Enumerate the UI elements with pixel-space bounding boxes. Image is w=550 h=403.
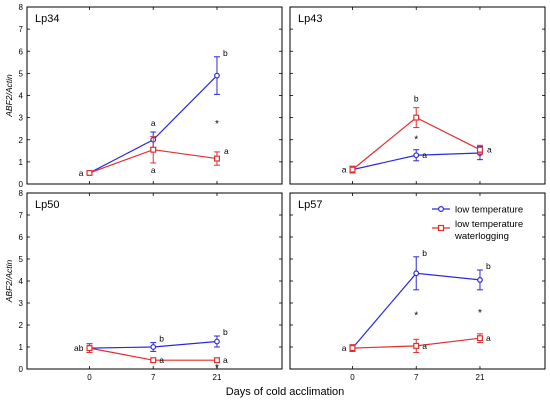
series-low-temperature-waterlogging: aa	[86, 135, 229, 176]
x-tick-label: 7	[151, 373, 156, 382]
data-point	[150, 146, 157, 153]
y-tick-label: 8	[19, 3, 24, 12]
panel-frame	[26, 6, 283, 185]
significance-letter: ab	[74, 343, 84, 353]
significance-letter: a	[342, 165, 347, 175]
legend-marker-low-temperature	[438, 206, 445, 213]
series-low-temperature: a	[349, 145, 483, 174]
x-axis-label: Days of cold acclimation	[226, 386, 345, 398]
y-tick-label: 3	[19, 299, 24, 308]
y-tick-label: 2	[19, 136, 24, 145]
series-low-temperature-waterlogging: a b a	[342, 94, 492, 175]
data-point	[213, 155, 220, 162]
panel-lp43: Lp43 a a b a *	[289, 6, 546, 185]
significance-star: *	[414, 311, 418, 322]
significance-star: *	[414, 135, 418, 146]
panel-title: Lp43	[298, 13, 322, 25]
y-tick-label: 6	[19, 233, 24, 242]
significance-letter: a	[487, 145, 492, 155]
x-tick-label: 21	[213, 373, 222, 382]
data-point	[150, 344, 157, 350]
significance-letter: a	[486, 333, 491, 343]
y-tick-label: 1	[19, 343, 24, 352]
data-point	[349, 166, 356, 173]
data-point	[413, 152, 420, 159]
significance-letter: b	[223, 327, 228, 337]
significance-star: *	[215, 119, 219, 130]
significance-letter: a	[422, 341, 427, 351]
y-tick-label: 6	[19, 47, 24, 56]
significance-letter: b	[486, 261, 491, 271]
y-tick-label: 4	[19, 277, 24, 286]
x-tick-label: 7	[414, 373, 419, 382]
y-tick-label: 2	[19, 321, 24, 330]
data-point	[413, 342, 420, 349]
y-tick-label: 1	[19, 158, 24, 167]
significance-letter: a	[223, 355, 228, 365]
data-point	[86, 169, 93, 176]
legend: low temperature low temperature waterlog…	[432, 205, 523, 242]
y-tick-label: 7	[19, 211, 24, 220]
data-point	[349, 345, 356, 352]
significance-letter: b	[414, 94, 419, 104]
significance-star: *	[215, 363, 219, 374]
data-point	[476, 335, 483, 342]
y-tick-label: 5	[19, 255, 24, 264]
y-axis-label: ABF2/Actin	[4, 74, 14, 118]
series-low-temperature: bb	[349, 248, 491, 352]
y-tick-label: 0	[19, 365, 24, 374]
data-point	[477, 277, 483, 283]
data-point	[213, 357, 220, 364]
significance-letter: b	[422, 248, 427, 258]
y-tick-label: 7	[19, 25, 24, 34]
data-point	[413, 114, 420, 121]
panel-title: Lp34	[35, 13, 59, 25]
legend-label-low-temperature: low temperature	[455, 205, 523, 216]
significance-letter: b	[159, 334, 164, 344]
x-tick-label: 0	[87, 373, 92, 382]
legend-label-low-temperature-line1: low temperature	[455, 219, 523, 230]
panel-title: Lp50	[35, 199, 59, 211]
y-tick-label: 8	[19, 189, 24, 198]
significance-letter: a	[79, 168, 84, 178]
data-point	[86, 345, 93, 352]
significance-letter: a	[151, 118, 156, 128]
significance-letter: a	[422, 150, 427, 160]
x-tick-label: 21	[476, 373, 485, 382]
y-tick-label: 5	[19, 69, 24, 78]
data-point	[150, 357, 157, 364]
significance-letter: a	[151, 165, 156, 175]
y-axis-label: ABF2/Actin	[4, 259, 14, 303]
panel-title: Lp57	[298, 199, 322, 211]
data-point	[476, 146, 483, 153]
significance-letter: a	[342, 343, 347, 353]
legend-marker-low-temperature-waterlogging	[437, 224, 445, 232]
data-point	[214, 72, 220, 79]
data-point	[413, 270, 420, 277]
data-point	[214, 338, 220, 345]
significance-letter: a	[159, 355, 164, 365]
significance-letter: a	[224, 146, 229, 156]
significance-letter: b	[223, 48, 228, 58]
y-tick-label: 0	[19, 180, 24, 189]
legend-label-waterlogging-line2: waterlogging	[454, 231, 509, 242]
series-low-temperature-waterlogging: a a a	[342, 333, 491, 353]
x-tick-label: 0	[350, 373, 355, 382]
significance-star: *	[478, 308, 482, 319]
y-tick-label: 3	[19, 114, 24, 123]
y-tick-label: 4	[19, 92, 24, 101]
